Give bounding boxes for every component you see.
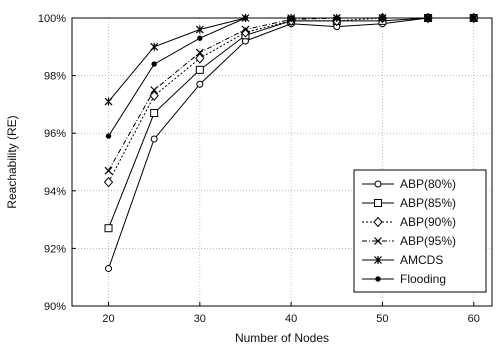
- legend-marker: [373, 216, 383, 228]
- y-tick-label: 96%: [44, 128, 66, 140]
- data-point: [150, 42, 159, 51]
- data-point: [197, 35, 203, 41]
- legend-item: ABP(90%): [362, 215, 456, 229]
- data-point: [150, 109, 159, 118]
- legend-marker: [374, 256, 382, 264]
- legend-item: ABP(95%): [362, 234, 456, 248]
- data-point: [151, 61, 157, 67]
- data-point: [104, 97, 113, 106]
- legend-box: [353, 169, 487, 293]
- data-point: [242, 15, 249, 21]
- data-point: [104, 166, 113, 175]
- data-point: [334, 15, 340, 21]
- legend-item: ABP(85%): [362, 196, 456, 210]
- x-tick-label: 30: [194, 313, 206, 325]
- x-tick-label: 20: [102, 313, 114, 325]
- data-point: [103, 176, 114, 188]
- legend-marker: [375, 276, 381, 282]
- legend-marker: [374, 237, 382, 245]
- series-line: [108, 17, 474, 137]
- data-point: [471, 15, 477, 21]
- legend-item: AMCDS: [362, 253, 443, 267]
- y-tick-label: 94%: [44, 186, 66, 198]
- data-point: [195, 65, 204, 74]
- legend-marker: [374, 199, 382, 207]
- data-point: [105, 133, 112, 139]
- data-point: [379, 15, 386, 21]
- legend-label: ABP(80%): [400, 177, 456, 191]
- legend-label: ABP(90%): [400, 215, 456, 229]
- x-axis-title: Number of Nodes: [235, 331, 329, 345]
- data-point: [104, 224, 113, 233]
- data-point: [195, 25, 204, 34]
- y-tick-label: 100%: [38, 13, 66, 25]
- y-tick-label: 92%: [44, 243, 66, 255]
- data-point: [195, 53, 205, 64]
- x-tick-label: 40: [285, 313, 297, 325]
- legend-label: ABP(85%): [400, 196, 456, 210]
- data-point: [240, 27, 251, 38]
- legend: ABP(80%) ABP(85%) ABP(90%) ABP(95%) AMCDS Flo…: [353, 169, 487, 293]
- data-point: [150, 86, 159, 94]
- y-axis-title: Reachability (RE): [5, 115, 19, 208]
- data-point: [105, 265, 113, 273]
- axis-ticks: 20 30 40 50 60 90% 92% 94% 96% 98% 100%: [38, 13, 480, 325]
- legend-item: Flooding: [362, 272, 446, 286]
- legend-item: ABP(80%): [362, 177, 456, 191]
- y-tick-label: 98%: [44, 71, 66, 83]
- series-lines: [103, 12, 479, 273]
- data-point: [241, 25, 250, 34]
- x-tick-label: 60: [468, 313, 480, 325]
- x-tick-label: 50: [376, 313, 388, 325]
- data-point: [425, 15, 431, 21]
- data-point: [288, 15, 294, 21]
- legend-label: ABP(95%): [400, 234, 456, 248]
- data-point: [195, 48, 204, 57]
- legend-label: AMCDS: [400, 253, 443, 267]
- legend-label: Flooding: [400, 272, 446, 286]
- y-tick-label: 90%: [44, 301, 66, 313]
- series-flooding: [105, 15, 477, 139]
- data-point: [150, 135, 158, 143]
- legend-marker: [374, 180, 382, 188]
- data-point: [196, 80, 204, 88]
